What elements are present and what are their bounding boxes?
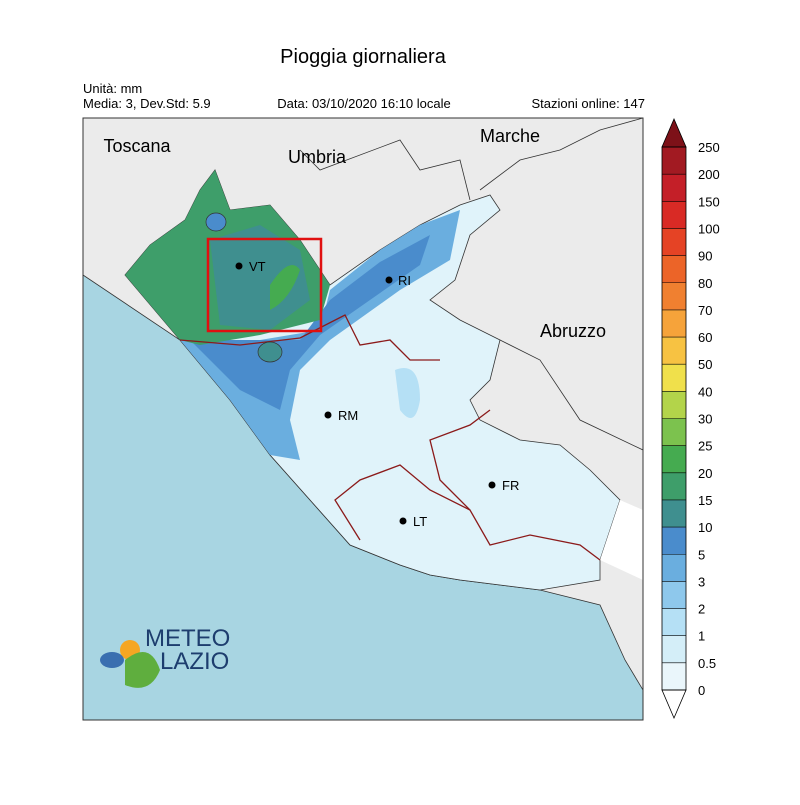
colorbar-label: 0 xyxy=(698,683,705,698)
colorbar-swatch xyxy=(662,635,686,663)
colorbar-swatch xyxy=(662,418,686,446)
region-label: Marche xyxy=(480,126,540,146)
city-dot xyxy=(399,517,407,525)
logo-text: METEO xyxy=(145,625,230,652)
colorbar-label: 200 xyxy=(698,167,720,182)
colorbar-label: 20 xyxy=(698,466,712,481)
no-rain xyxy=(600,500,643,580)
rain-zone xyxy=(210,225,310,330)
colorbar-label: 60 xyxy=(698,330,712,345)
colorbar-over xyxy=(661,117,687,148)
city-label: RM xyxy=(338,408,358,423)
colorbar-swatch xyxy=(662,201,686,229)
region-border xyxy=(499,339,643,451)
colorbar-label: 80 xyxy=(698,276,712,291)
logo-land xyxy=(125,652,160,688)
stats: Media: 3, Dev.Std: 5.9 xyxy=(83,96,211,111)
region-label: Abruzzo xyxy=(540,321,606,341)
colorbar-label: 3 xyxy=(698,574,705,589)
region-border xyxy=(299,139,471,201)
colorbar-swatch xyxy=(662,554,686,582)
colorbar-label: 15 xyxy=(698,493,712,508)
colorbar-label: 250 xyxy=(698,140,720,155)
city-dot xyxy=(324,411,332,419)
colorbar-label: 30 xyxy=(698,412,712,427)
city-label: FR xyxy=(502,478,519,493)
province-border xyxy=(179,314,440,361)
colorbar-swatch xyxy=(662,174,686,202)
colorbar-swatch xyxy=(662,499,686,528)
colorbar-label: 2 xyxy=(698,602,705,617)
colorbar-swatch xyxy=(662,662,686,690)
logo-text: LAZIO xyxy=(160,648,229,675)
colorbar-swatch xyxy=(662,581,686,609)
logo: METEO LAZIO xyxy=(100,625,230,688)
colorbar-swatch xyxy=(662,282,686,310)
colorbar-swatch xyxy=(662,147,686,175)
colorbar-swatch xyxy=(662,364,686,392)
colorbar-label: 25 xyxy=(698,439,712,454)
colorbar-swatch xyxy=(662,337,686,365)
region-label: Toscana xyxy=(103,136,171,156)
colorbar-label: 1 xyxy=(698,629,705,644)
highlight-box xyxy=(206,237,323,333)
region-border xyxy=(479,118,643,191)
colorbar-swatch xyxy=(662,391,686,419)
colorbar-swatch xyxy=(662,472,686,500)
map-frame xyxy=(82,117,644,721)
city-dot xyxy=(488,481,496,489)
colorbar-label: 10 xyxy=(698,520,712,535)
province-border xyxy=(334,464,471,541)
colorbar-label: 0.5 xyxy=(698,656,716,671)
colorbar-label: 5 xyxy=(698,547,705,562)
colorbar: 0 0.5 1 2 3 5 10 15 20 25 30 40 50 60 70 80 90 100 150 200 2… xyxy=(661,117,720,720)
colorbar-swatch xyxy=(662,445,686,473)
colorbar-swatch xyxy=(662,228,686,256)
title: Pioggia giornaliera xyxy=(280,46,447,68)
colorbar-label: 40 xyxy=(698,384,712,399)
rain-zone xyxy=(190,235,430,410)
colorbar-label: 150 xyxy=(698,194,720,209)
city-dot xyxy=(385,276,393,284)
city-label: RI xyxy=(398,273,411,288)
rain-zone xyxy=(395,368,420,418)
lake xyxy=(205,212,227,232)
city-label: VT xyxy=(249,259,266,274)
lake xyxy=(257,341,283,363)
colorbar-label: 70 xyxy=(698,303,712,318)
colorbar-swatch xyxy=(662,527,686,555)
colorbar-swatch xyxy=(662,255,686,283)
colorbar-label: 90 xyxy=(698,249,712,264)
colorbar-label: 50 xyxy=(698,357,712,372)
region-label: Umbria xyxy=(288,147,347,167)
colorbar-swatch xyxy=(662,309,686,338)
rain-zone xyxy=(270,265,300,310)
city-dot xyxy=(235,262,243,270)
colorbar-label: 100 xyxy=(698,221,720,236)
colorbar-under xyxy=(661,689,687,720)
stations: Stazioni online: 147 xyxy=(532,96,645,111)
date: Data: 03/10/2020 16:10 locale xyxy=(277,96,450,111)
map xyxy=(82,117,644,721)
logo-cloud xyxy=(100,652,124,668)
city-label: LT xyxy=(413,514,427,529)
units: Unità: mm xyxy=(83,81,142,96)
colorbar-swatch xyxy=(662,608,686,636)
